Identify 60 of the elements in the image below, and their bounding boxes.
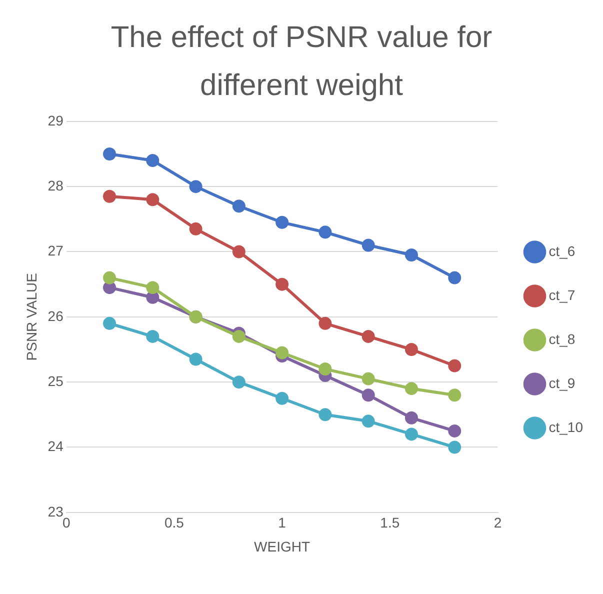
- point: [318, 316, 332, 330]
- x-tick-label: 0.5: [164, 514, 184, 531]
- point: [232, 245, 246, 258]
- point: [232, 376, 246, 389]
- y-tick-label: 25: [48, 372, 64, 389]
- point: [448, 271, 462, 284]
- x-tick-label: 1: [278, 514, 286, 531]
- point: [448, 359, 462, 372]
- point: [146, 281, 160, 294]
- point: [146, 290, 160, 304]
- point: [103, 147, 116, 160]
- point: [448, 388, 462, 402]
- y-tick-label: 26: [48, 308, 64, 324]
- point: [318, 226, 332, 239]
- legend-label: ct_9: [548, 374, 576, 391]
- y-tick-label: 23: [48, 503, 64, 520]
- point: [146, 330, 160, 343]
- point: [276, 216, 289, 229]
- legend-label: ct_8: [548, 330, 576, 347]
- x-axis-title: WEIGHT: [254, 538, 311, 554]
- point: [276, 346, 289, 360]
- point: [189, 222, 202, 236]
- point: [232, 200, 246, 213]
- x-tick-label: 2: [494, 514, 502, 531]
- point: [276, 392, 289, 405]
- point: [103, 271, 116, 284]
- legend-label: ct_7: [548, 286, 576, 303]
- point: [318, 408, 332, 422]
- point: [448, 440, 462, 454]
- x-tick-label: 0: [62, 514, 70, 531]
- point: [404, 428, 418, 441]
- point: [103, 281, 116, 294]
- point: [103, 190, 116, 203]
- point: [103, 316, 116, 330]
- point: [404, 411, 418, 424]
- y-tick-label: 24: [48, 438, 64, 454]
- legend-label: ct_10: [548, 418, 584, 435]
- chart-title: The effect of PSNR value for different weight: [110, 20, 494, 104]
- y-tick-label: 29: [48, 112, 64, 128]
- legend-label: ct_6: [548, 242, 576, 259]
- point: [189, 352, 202, 366]
- point: [362, 388, 375, 402]
- point: [362, 330, 375, 343]
- point: [318, 362, 332, 376]
- point: [146, 154, 160, 167]
- point: [404, 248, 418, 262]
- point: [146, 193, 160, 206]
- y-axis-title: PSNR VALUE: [23, 273, 40, 361]
- y-tick-label: 28: [48, 177, 64, 194]
- point: [404, 342, 418, 356]
- point: [189, 180, 202, 194]
- point: [362, 414, 375, 428]
- point: [232, 330, 246, 343]
- y-tick-label: 27: [48, 242, 64, 259]
- point: [448, 424, 462, 438]
- point: [362, 238, 375, 252]
- point: [276, 278, 289, 291]
- point: [362, 372, 375, 386]
- x-tick-label: 1.5: [380, 514, 400, 531]
- point: [404, 382, 418, 396]
